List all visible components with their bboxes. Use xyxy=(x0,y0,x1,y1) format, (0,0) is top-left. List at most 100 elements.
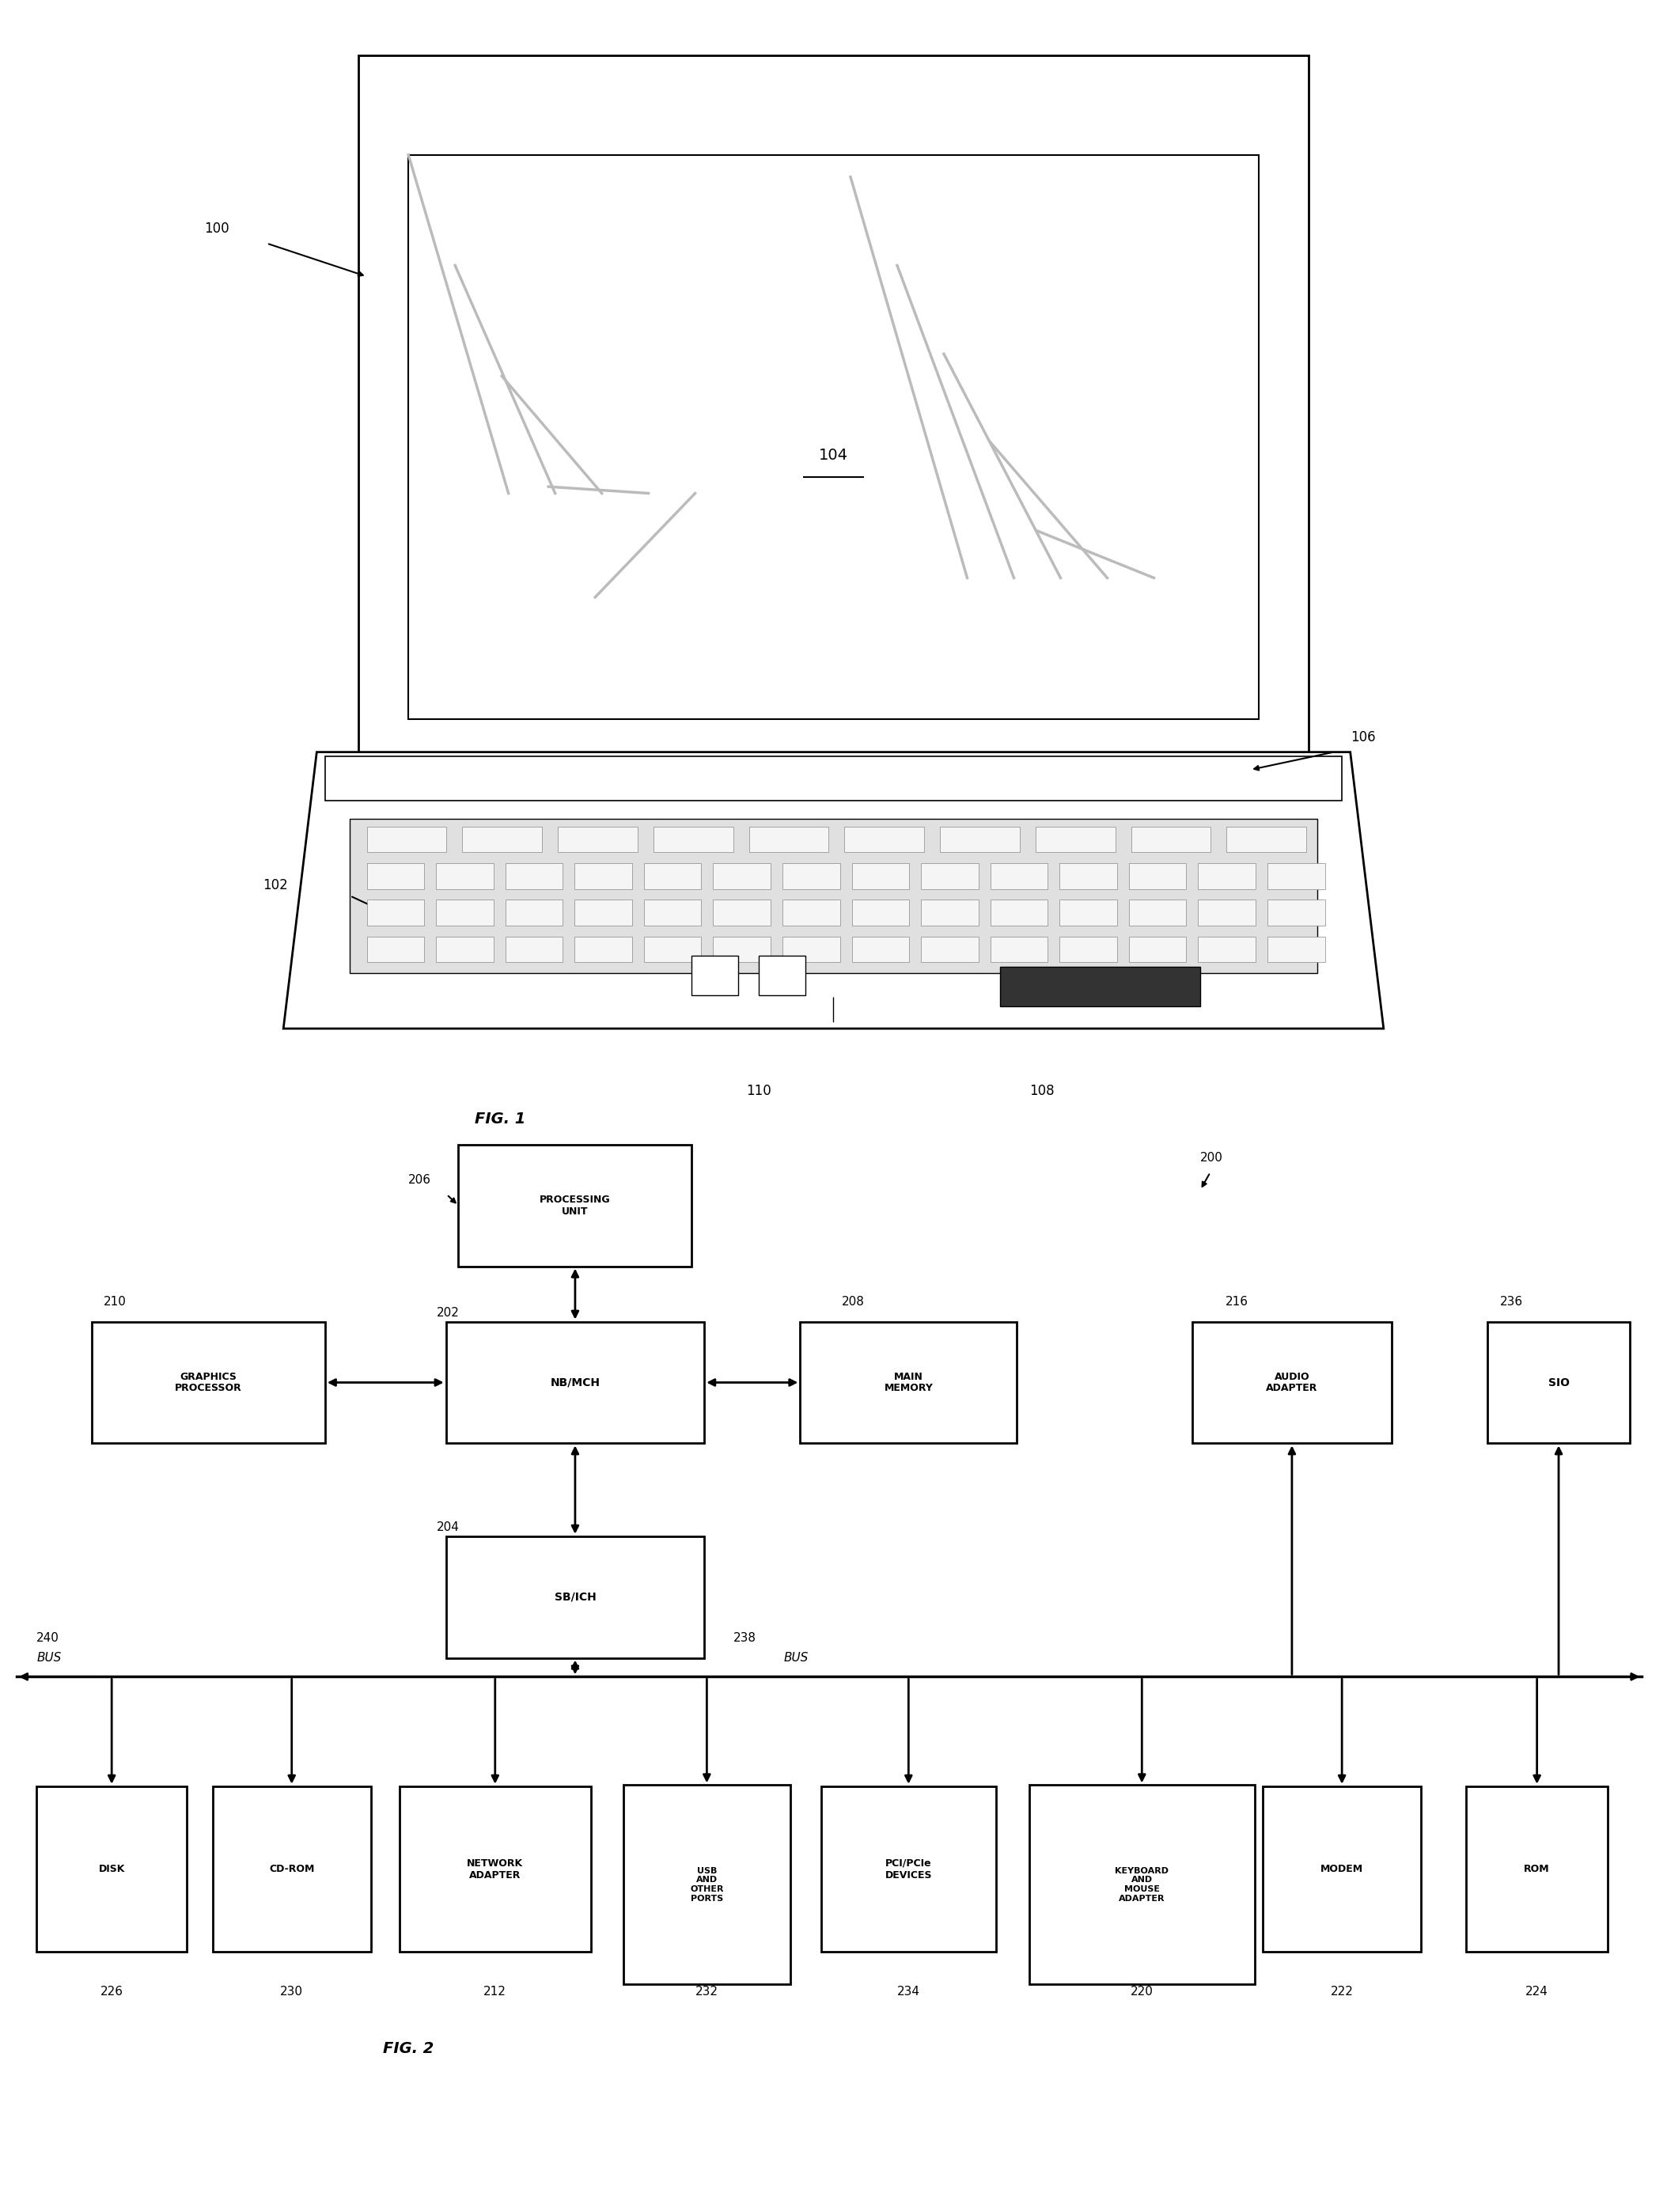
Text: 226: 226 xyxy=(100,1986,123,1997)
Text: AUDIO
ADAPTER: AUDIO ADAPTER xyxy=(1265,1371,1319,1394)
FancyBboxPatch shape xyxy=(713,863,770,889)
Text: 208: 208 xyxy=(842,1296,865,1307)
Text: 216: 216 xyxy=(1225,1296,1249,1307)
FancyBboxPatch shape xyxy=(1489,1323,1630,1444)
Text: 240: 240 xyxy=(37,1632,60,1644)
FancyBboxPatch shape xyxy=(350,818,1317,973)
FancyBboxPatch shape xyxy=(367,936,423,962)
Text: FIG. 2: FIG. 2 xyxy=(383,2042,433,2055)
FancyBboxPatch shape xyxy=(558,827,637,852)
FancyBboxPatch shape xyxy=(505,936,563,962)
FancyBboxPatch shape xyxy=(437,900,493,925)
Text: 202: 202 xyxy=(437,1307,460,1318)
FancyBboxPatch shape xyxy=(852,863,909,889)
FancyBboxPatch shape xyxy=(782,936,840,962)
FancyBboxPatch shape xyxy=(653,827,733,852)
FancyBboxPatch shape xyxy=(437,863,493,889)
FancyBboxPatch shape xyxy=(445,1323,703,1444)
Text: BUS: BUS xyxy=(783,1652,808,1663)
FancyBboxPatch shape xyxy=(713,936,770,962)
FancyBboxPatch shape xyxy=(1129,936,1187,962)
FancyBboxPatch shape xyxy=(1267,900,1325,925)
Text: PROCESSING
UNIT: PROCESSING UNIT xyxy=(540,1194,610,1217)
FancyBboxPatch shape xyxy=(367,900,423,925)
Text: 210: 210 xyxy=(103,1296,127,1307)
Text: USB
AND
OTHER
PORTS: USB AND OTHER PORTS xyxy=(690,1867,723,1902)
Text: 200: 200 xyxy=(1200,1152,1224,1164)
FancyBboxPatch shape xyxy=(990,900,1049,925)
Text: 232: 232 xyxy=(695,1986,718,1997)
Text: 102: 102 xyxy=(262,878,288,891)
FancyBboxPatch shape xyxy=(845,827,924,852)
FancyBboxPatch shape xyxy=(1199,863,1255,889)
FancyBboxPatch shape xyxy=(358,55,1309,785)
Text: FIG. 1: FIG. 1 xyxy=(475,1113,525,1126)
Text: BUS: BUS xyxy=(37,1652,62,1663)
FancyBboxPatch shape xyxy=(1130,827,1210,852)
FancyBboxPatch shape xyxy=(1227,827,1307,852)
Text: 224: 224 xyxy=(1525,1986,1549,1997)
FancyBboxPatch shape xyxy=(1060,936,1117,962)
FancyBboxPatch shape xyxy=(325,757,1342,801)
FancyBboxPatch shape xyxy=(782,863,840,889)
Text: SB/ICH: SB/ICH xyxy=(553,1590,597,1604)
FancyBboxPatch shape xyxy=(445,1535,703,1659)
Text: KEYBOARD
AND
MOUSE
ADAPTER: KEYBOARD AND MOUSE ADAPTER xyxy=(1115,1867,1169,1902)
FancyBboxPatch shape xyxy=(990,863,1049,889)
FancyBboxPatch shape xyxy=(458,1146,692,1265)
Text: 220: 220 xyxy=(1130,1986,1154,1997)
FancyBboxPatch shape xyxy=(1199,900,1255,925)
Text: 238: 238 xyxy=(733,1632,757,1644)
FancyBboxPatch shape xyxy=(1030,1785,1255,1984)
FancyBboxPatch shape xyxy=(1467,1787,1609,1953)
Text: GRAPHICS
PROCESSOR: GRAPHICS PROCESSOR xyxy=(175,1371,242,1394)
FancyBboxPatch shape xyxy=(1129,863,1187,889)
FancyBboxPatch shape xyxy=(408,155,1259,719)
FancyBboxPatch shape xyxy=(748,827,828,852)
Text: NETWORK
ADAPTER: NETWORK ADAPTER xyxy=(467,1858,523,1880)
FancyBboxPatch shape xyxy=(713,900,770,925)
FancyBboxPatch shape xyxy=(920,900,979,925)
Text: 108: 108 xyxy=(1029,1084,1055,1097)
FancyBboxPatch shape xyxy=(643,900,702,925)
FancyBboxPatch shape xyxy=(1264,1787,1420,1953)
Text: 230: 230 xyxy=(280,1986,303,1997)
Text: 204: 204 xyxy=(437,1522,460,1533)
FancyBboxPatch shape xyxy=(990,936,1049,962)
Polygon shape xyxy=(283,752,1384,1029)
FancyBboxPatch shape xyxy=(1192,1323,1392,1444)
FancyBboxPatch shape xyxy=(37,1787,187,1953)
FancyBboxPatch shape xyxy=(643,936,702,962)
Text: 106: 106 xyxy=(1350,730,1375,743)
Text: 234: 234 xyxy=(897,1986,920,1997)
FancyBboxPatch shape xyxy=(367,863,423,889)
FancyBboxPatch shape xyxy=(852,900,909,925)
Text: SIO: SIO xyxy=(1549,1376,1569,1389)
FancyBboxPatch shape xyxy=(367,827,447,852)
FancyBboxPatch shape xyxy=(575,900,632,925)
FancyBboxPatch shape xyxy=(643,863,702,889)
Text: NB/MCH: NB/MCH xyxy=(550,1376,600,1389)
FancyBboxPatch shape xyxy=(1000,967,1200,1006)
FancyBboxPatch shape xyxy=(1267,936,1325,962)
Text: 104: 104 xyxy=(818,449,849,462)
FancyBboxPatch shape xyxy=(940,827,1020,852)
Text: CD-ROM: CD-ROM xyxy=(268,1865,315,1874)
Text: 236: 236 xyxy=(1500,1296,1524,1307)
FancyBboxPatch shape xyxy=(92,1323,325,1444)
Text: MAIN
MEMORY: MAIN MEMORY xyxy=(884,1371,934,1394)
FancyBboxPatch shape xyxy=(1060,863,1117,889)
FancyBboxPatch shape xyxy=(1129,900,1187,925)
FancyBboxPatch shape xyxy=(758,956,805,995)
FancyBboxPatch shape xyxy=(417,774,517,830)
Text: PCI/PCIe
DEVICES: PCI/PCIe DEVICES xyxy=(885,1858,932,1880)
FancyBboxPatch shape xyxy=(1199,936,1255,962)
FancyBboxPatch shape xyxy=(692,956,738,995)
FancyBboxPatch shape xyxy=(820,1787,997,1953)
FancyBboxPatch shape xyxy=(400,1787,590,1953)
FancyBboxPatch shape xyxy=(575,936,632,962)
FancyBboxPatch shape xyxy=(1267,863,1325,889)
FancyBboxPatch shape xyxy=(1035,827,1115,852)
FancyBboxPatch shape xyxy=(575,863,632,889)
FancyBboxPatch shape xyxy=(800,1323,1017,1444)
